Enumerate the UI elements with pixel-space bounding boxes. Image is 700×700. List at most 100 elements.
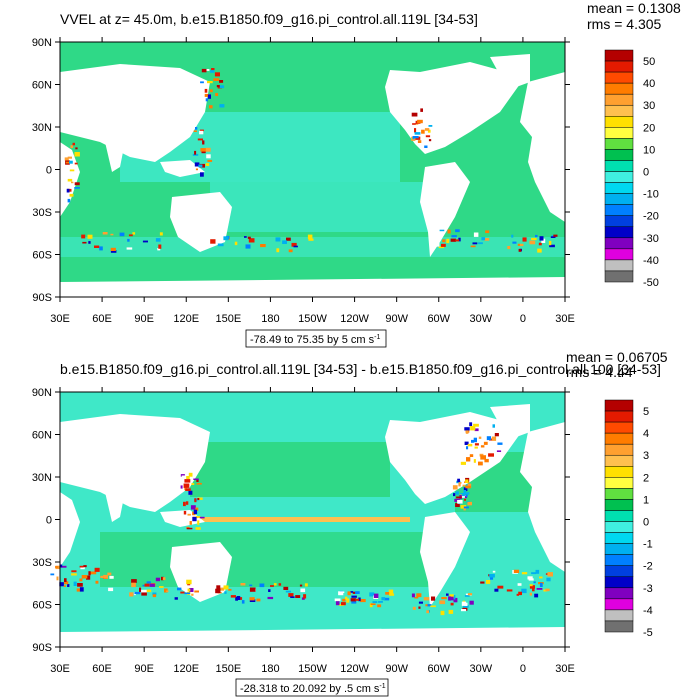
eddy-cell [197,498,200,501]
eddy-cell [412,606,416,610]
eddy-cell [531,237,537,241]
eddy-cell [339,591,345,593]
colorbar-swatch [604,488,634,500]
eddy-cell [71,573,77,576]
eddy-cell [381,597,386,601]
panel-1-rms: rms = 4.305 [587,16,662,32]
eddy-cell [460,493,465,497]
eddy-cell [455,229,460,233]
eddy-cell [453,493,456,497]
svg-text:-78.49 to 75.35 by 5 cm s-1: -78.49 to 75.35 by 5 cm s-1 [250,334,380,346]
eddy-cell [79,565,84,568]
eddy-cell [192,153,199,156]
x-tick-label: 150W [298,663,327,675]
eddy-cell [210,239,216,244]
eddy-cell [188,490,193,495]
eddy-cell [457,478,460,483]
eddy-cell [110,233,114,236]
eddy-cell [420,108,423,112]
eddy-cell [244,236,247,238]
eddy-cell [196,482,202,485]
eddy-cell [77,583,83,587]
eddy-cell [478,436,482,439]
eddy-cell [236,596,241,600]
eddy-cell [455,239,460,242]
eddy-cell [389,593,395,596]
eddy-cell [358,597,361,602]
colorbar-swatch [604,443,634,456]
panel-2-y-axis: 90N 60N 30N 0 30S 60S 90S [32,387,570,654]
colorbar-swatch [604,620,634,633]
x-tick-label: 180 [261,663,279,675]
eddy-cell [466,446,469,450]
eddy-cell [529,592,533,596]
eddy-cell [484,238,490,241]
eddy-cell [372,601,378,603]
eddy-cell [466,457,471,462]
eddy-cell [288,593,294,597]
eddy-cell [270,585,274,587]
colorbar-label: 40 [643,78,655,90]
eddy-cell [497,585,504,589]
eddy-cell [69,193,74,197]
eddy-cell [425,604,428,607]
eddy-cell [200,81,204,84]
eddy-cell [99,246,103,251]
eddy-cell [458,237,461,242]
colorbar-swatch [604,82,634,95]
colorbar-swatch [604,598,634,611]
eddy-cell [384,597,390,601]
eddy-cell [66,188,70,193]
eddy-cell [187,588,191,592]
eddy-cell [199,516,205,519]
eddy-cell [473,423,479,427]
colorbar-swatch [604,270,634,283]
colorbar-swatch [604,521,634,533]
colorbar-swatch [604,93,634,106]
eddy-cell [446,593,449,596]
panel-2-x-axis: 30E 60E 90E 120E 150E 180 150W 120W 90W 60W 30W 0 30… [50,387,575,675]
eddy-cell [215,588,221,594]
eddy-cell [334,598,341,602]
eddy-cell [126,247,133,250]
eddy-cell [440,610,445,616]
eddy-cell [448,609,454,614]
eddy-cell [95,580,99,584]
eddy-cell [200,172,204,177]
eddy-cell [234,241,238,246]
eddy-cell [215,93,219,96]
panel-1-range-label: -78.49 to 75.35 by 5 cm s-1 [245,329,387,348]
eddy-cell [545,588,550,592]
eddy-cell [484,458,489,463]
eddy-cell [492,570,496,573]
eddy-cell [216,85,220,88]
panel-1-mean: mean = 0.1308 [587,0,681,16]
eddy-cell [107,572,112,576]
eddy-cell [301,597,305,600]
eddy-cell [184,592,191,595]
eddy-cell [248,238,255,243]
eddy-cell [454,498,460,502]
eddy-cell [155,238,161,242]
eddy-cell [463,506,469,509]
panel-1-colorbar: 50 40 30 20 10 0 -10 -20 -30 -40 -50 [604,49,659,289]
colorbar-label: 0 [643,517,649,529]
x-tick-label: 60E [92,313,112,325]
x-tick-label: 30E [50,663,70,675]
eddy-cell [517,583,522,586]
eddy-cell [207,94,211,99]
eddy-cell [412,123,416,125]
eddy-cell [467,593,473,596]
eddy-cell [241,600,245,604]
eddy-cell [373,593,379,598]
eddy-cell [240,583,246,586]
eddy-cell [192,516,197,522]
colorbar-swatch [604,226,634,239]
eddy-cell [267,596,274,600]
eddy-cell [492,424,495,428]
colorbar-swatch [604,138,634,150]
eddy-cell [141,592,147,596]
eddy-cell [70,145,74,149]
eddy-cell [88,571,91,576]
eddy-cell [119,232,125,237]
